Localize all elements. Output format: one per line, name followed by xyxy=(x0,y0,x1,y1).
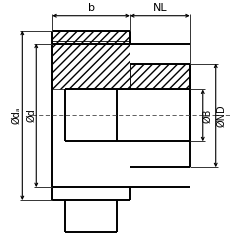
Bar xyxy=(130,64,190,90)
Bar xyxy=(65,90,117,141)
Bar xyxy=(130,64,190,90)
Text: Ødₐ: Ødₐ xyxy=(11,107,21,124)
Text: NL: NL xyxy=(152,3,167,13)
Text: b: b xyxy=(88,3,94,13)
Bar xyxy=(52,31,130,90)
Text: ØB: ØB xyxy=(203,108,213,122)
Bar xyxy=(52,31,130,90)
Text: ØND: ØND xyxy=(217,104,227,127)
Bar xyxy=(130,44,190,64)
Text: Ød: Ød xyxy=(26,108,36,122)
